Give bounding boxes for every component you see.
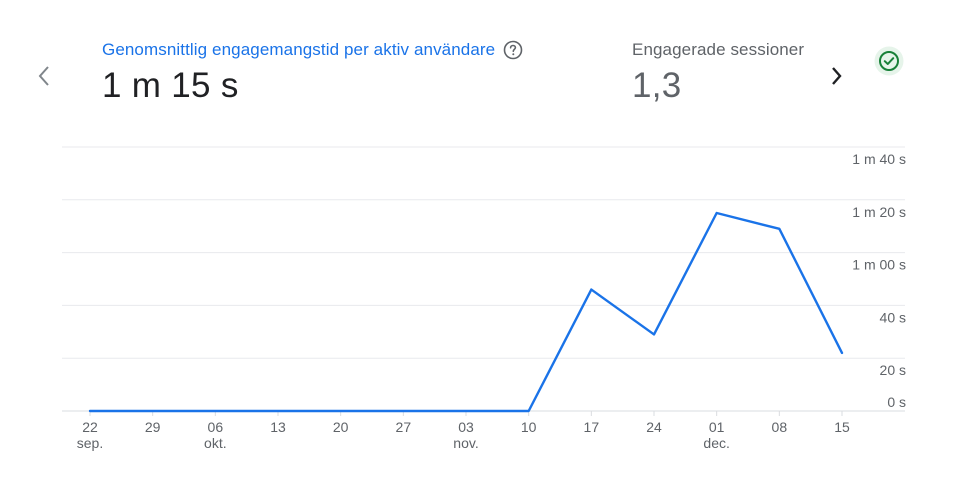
metric-card-primary[interactable]: Genomsnittlig engagemangstid per aktiv a… [102,38,523,108]
previous-metric-button[interactable] [30,58,60,94]
x-tick-label: 17 [584,419,600,435]
y-tick-label: 1 m 40 s [852,151,906,167]
x-tick-label: 20 [333,419,349,435]
metric-title: Genomsnittlig engagemangstid per aktiv a… [102,40,496,59]
chevron-left-icon [38,66,49,86]
y-axis-labels: 0 s 20 s 40 s 1 m 00 s 1 m 20 s 1 m 40 s [852,151,906,410]
metric-title-secondary: Engagerade sessioner [632,40,805,59]
x-tick-label: 27 [396,419,412,435]
x-tick-label: 22 [82,419,98,435]
x-tick-label: 08 [772,419,788,435]
y-tick-label: 1 m 00 s [852,257,906,273]
x-tick-month-label: sep. [77,435,103,451]
metric-label-primary: Genomsnittlig engagemangstid per aktiv a… [102,38,523,62]
x-tick-label: 24 [646,419,662,435]
x-tick-label: 29 [145,419,161,435]
x-tick-month-label: nov. [453,435,478,451]
chevron-right-icon [832,67,842,85]
y-tick-label: 40 s [880,309,906,325]
status-indicator [872,44,906,78]
metric-card-secondary[interactable]: Engagerade sessioner 1,3 [632,38,817,108]
series-lines [88,211,844,413]
y-tick-label: 0 s [887,394,906,410]
x-tick-label: 13 [270,419,286,435]
x-tick-month-label: okt. [204,435,227,451]
y-tick-label: 1 m 20 s [852,204,906,220]
check-circle-icon [874,46,904,76]
next-metric-button[interactable] [822,58,852,94]
x-tick-label: 10 [521,419,537,435]
x-tick-label: 15 [834,419,850,435]
help-circle-icon[interactable] [503,40,523,60]
metric-value-primary: 1 m 15 s [102,66,239,105]
x-tick-label: 01 [709,419,725,435]
series-line [88,211,844,413]
x-tick-label: 03 [458,419,474,435]
x-tick-label: 06 [208,419,224,435]
x-tick-month-label: dec. [703,435,729,451]
grid-lines [62,146,905,412]
metric-value-secondary: 1,3 [632,66,682,105]
y-tick-label: 20 s [880,362,906,378]
